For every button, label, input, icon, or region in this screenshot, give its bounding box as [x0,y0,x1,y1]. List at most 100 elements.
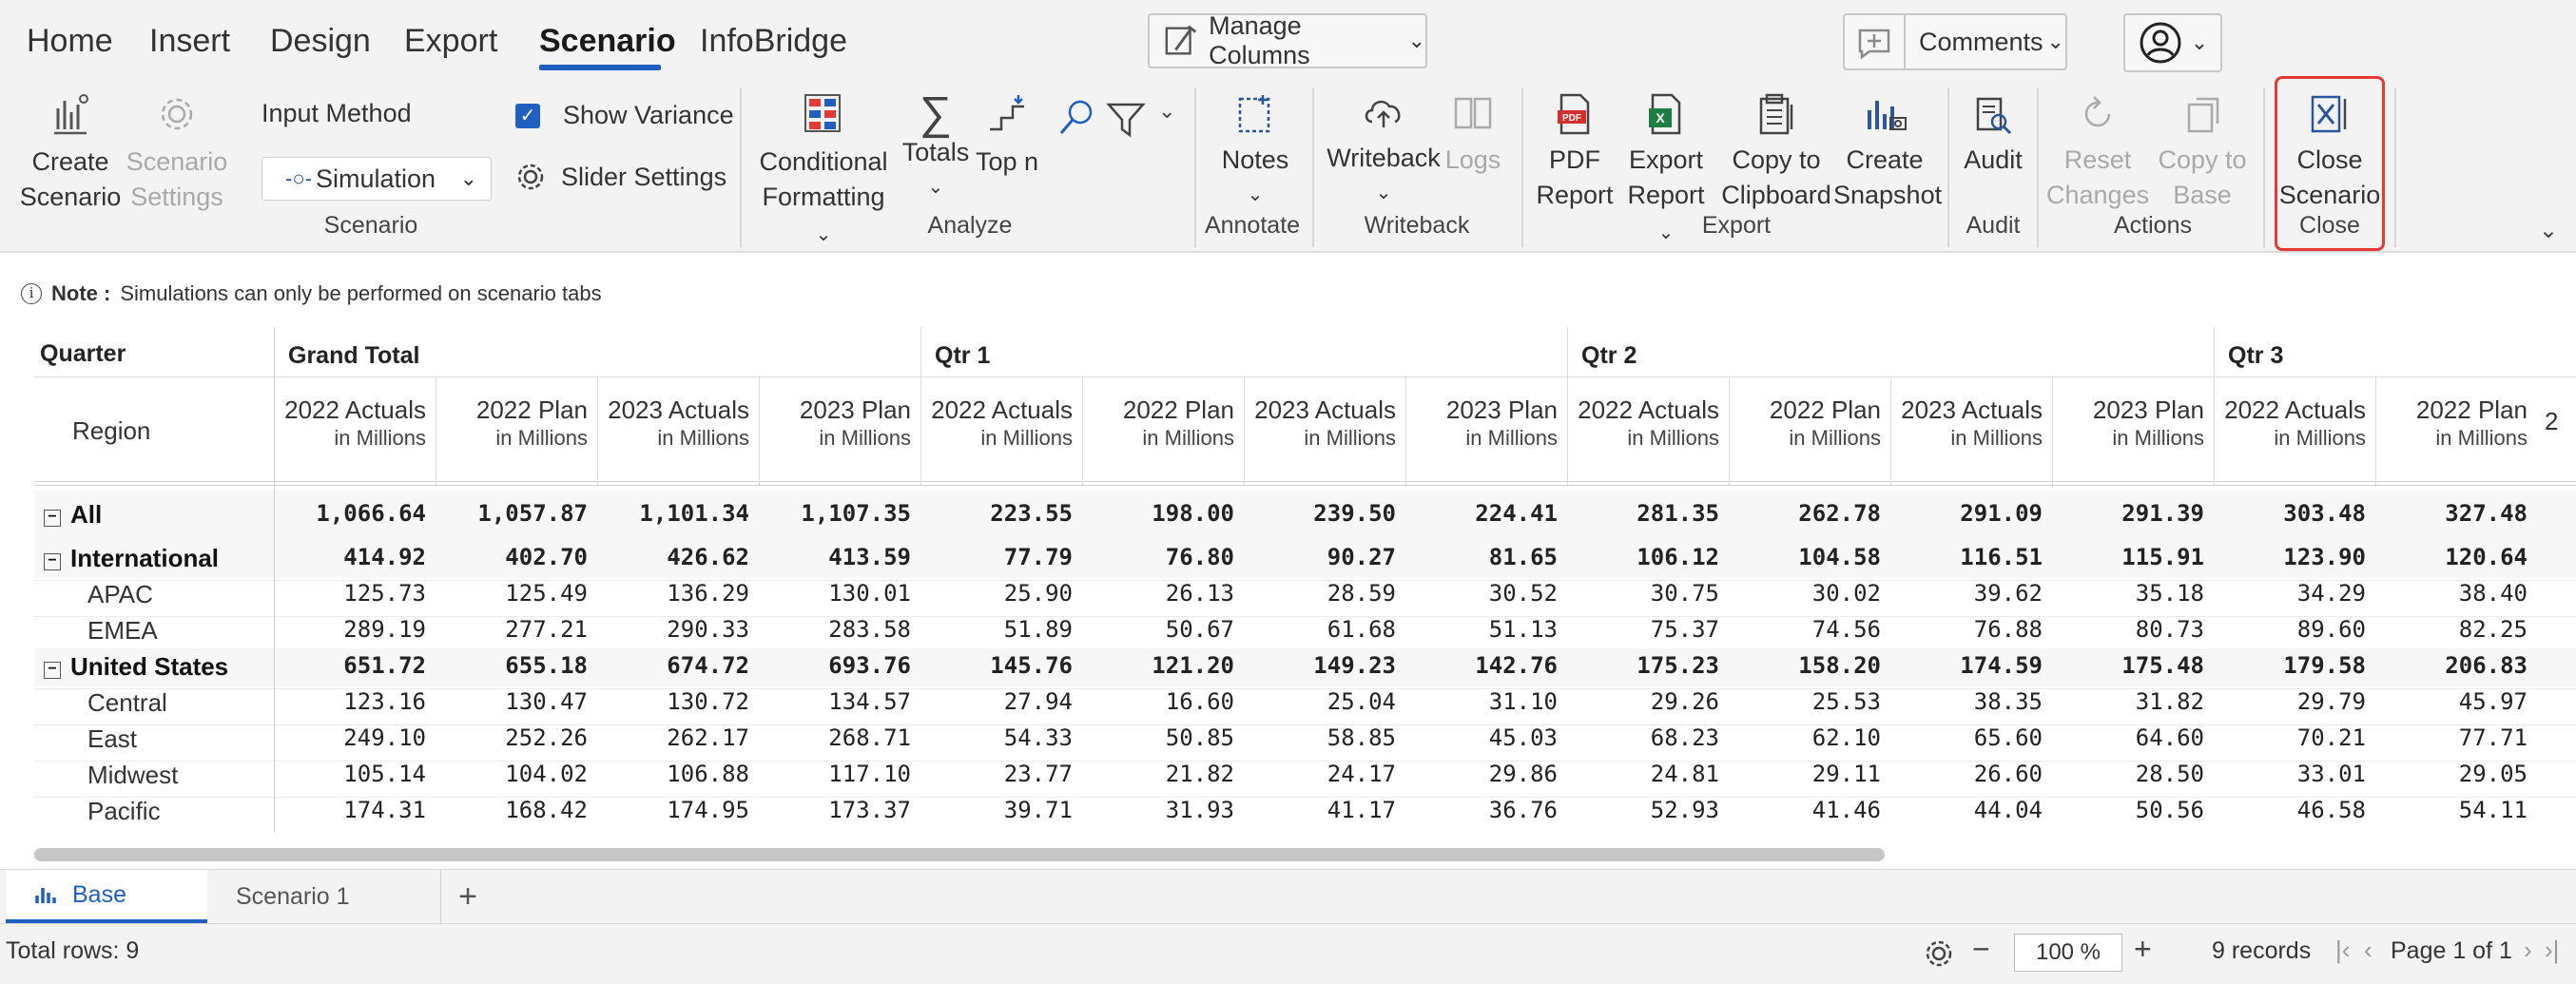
data-cell[interactable]: 175.48 [2121,652,2204,679]
gear-icon[interactable] [1923,937,1955,970]
audit-button[interactable]: Audit [1957,91,2029,178]
data-cell[interactable]: 61.68 [1327,616,1396,643]
menu-tab-export[interactable]: Export [404,23,498,59]
create-snapshot-button[interactable]: Create Snapshot [1833,91,1942,213]
column-header[interactable]: 2023 Actuals in Millions [597,396,749,453]
data-cell[interactable]: 50.85 [1165,724,1234,751]
data-cell[interactable]: 75.37 [1650,616,1719,643]
data-cell[interactable]: 106.12 [1637,544,1719,570]
column-header[interactable]: 2023 Actuals in Millions [1890,396,2043,453]
collapse-toggle-icon[interactable]: − [44,510,61,527]
data-cell[interactable]: 123.90 [2283,544,2366,570]
data-cell[interactable]: 31.93 [1165,797,1234,823]
data-cell[interactable]: 104.58 [1798,544,1881,570]
data-cell[interactable]: 30.02 [1811,580,1881,607]
menu-tab-insert[interactable]: Insert [149,23,231,59]
data-cell[interactable]: 173.37 [828,797,911,823]
data-cell[interactable]: 105.14 [343,761,426,787]
data-cell[interactable]: 58.85 [1327,724,1396,751]
row-label[interactable]: − All [44,500,102,530]
data-cell[interactable]: 41.46 [1811,797,1881,823]
menu-tab-home[interactable]: Home [27,23,113,59]
logs-button[interactable]: Logs [1442,91,1504,178]
data-cell[interactable]: 168.42 [505,797,588,823]
totals-button[interactable]: ∑ Totals ⌄ [900,91,972,205]
data-cell[interactable]: 35.18 [2135,580,2204,607]
data-cell[interactable]: 130.47 [505,688,588,715]
column-header[interactable]: 2022 Plan in Millions [436,396,588,453]
column-header[interactable]: 2022 Plan in Millions [1082,396,1234,453]
copy-to-clipboard-button[interactable]: Copy to Clipboard [1719,91,1833,213]
quarter-header-qtr3[interactable]: Qtr 3 [2228,342,2284,369]
data-cell[interactable]: 30.52 [1488,580,1558,607]
data-cell[interactable]: 104.02 [505,761,588,787]
add-sheet-plus-icon[interactable]: + [458,878,477,915]
zoom-level-input[interactable]: 100 % [2014,934,2122,972]
add-comment-button[interactable] [1845,15,1906,68]
data-cell[interactable]: 76.88 [1973,616,2043,643]
data-cell[interactable]: 39.71 [1003,797,1073,823]
data-cell[interactable]: 116.51 [1960,544,2043,570]
data-cell[interactable]: 52.93 [1650,797,1719,823]
data-cell[interactable]: 81.65 [1488,544,1558,570]
data-cell[interactable]: 142.76 [1475,652,1558,679]
collapse-ribbon-chevron-icon[interactable]: ⌄ [2539,218,2559,243]
data-cell[interactable]: 277.21 [505,616,588,643]
data-cell[interactable]: 29.11 [1811,761,1881,787]
data-cell[interactable]: 303.48 [2283,500,2366,527]
manage-columns-button[interactable]: Manage Columns ⌄ [1148,11,1427,69]
data-cell[interactable]: 70.21 [2296,724,2366,751]
data-cell[interactable]: 121.20 [1152,652,1234,679]
data-cell[interactable]: 281.35 [1637,500,1719,527]
data-cell[interactable]: 39.62 [1973,580,2043,607]
data-cell[interactable]: 26.13 [1165,580,1234,607]
data-cell[interactable]: 120.64 [2445,544,2528,570]
quarter-header-qtr2[interactable]: Qtr 2 [1581,342,1637,369]
data-cell[interactable]: 174.95 [667,797,749,823]
reset-changes-button[interactable]: Reset Changes [2046,91,2149,213]
column-header[interactable]: 2023 Plan in Millions [759,396,911,453]
data-cell[interactable]: 413.59 [828,544,911,570]
zoom-out-minus-icon[interactable]: − [1972,932,1990,966]
data-cell[interactable]: 51.13 [1488,616,1558,643]
data-cell[interactable]: 33.01 [2296,761,2366,787]
data-cell[interactable]: 149.23 [1313,652,1396,679]
export-report-button[interactable]: X Export Report ⌄ [1617,91,1715,251]
show-variance-checkbox[interactable]: ✓ Show Variance [515,101,734,130]
data-cell[interactable]: 283.58 [828,616,911,643]
data-cell[interactable]: 24.81 [1650,761,1719,787]
data-cell[interactable]: 27.94 [1003,688,1073,715]
data-cell[interactable]: 54.33 [1003,724,1073,751]
notes-button[interactable]: Notes ⌄ [1210,91,1301,213]
data-cell[interactable]: 26.60 [1973,761,2043,787]
input-method-select[interactable]: -○- Simulation ⌄ [261,157,492,201]
column-header[interactable]: 2022 Plan in Millions [1729,396,1881,453]
data-cell[interactable]: 29.86 [1488,761,1558,787]
data-cell[interactable]: 24.17 [1327,761,1396,787]
data-cell[interactable]: 655.18 [505,652,588,679]
data-cell[interactable]: 21.82 [1165,761,1234,787]
data-cell[interactable]: 80.73 [2135,616,2204,643]
data-cell[interactable]: 291.39 [2121,500,2204,527]
data-cell[interactable]: 76.80 [1165,544,1234,570]
data-cell[interactable]: 175.23 [1637,652,1719,679]
data-cell[interactable]: 64.60 [2135,724,2204,751]
data-cell[interactable]: 206.83 [2445,652,2528,679]
data-cell[interactable]: 1,066.64 [316,500,426,527]
data-cell[interactable]: 25.90 [1003,580,1073,607]
create-scenario-button[interactable]: Create Scenario [17,91,124,215]
data-cell[interactable]: 54.11 [2458,797,2528,823]
data-cell[interactable]: 62.10 [1811,724,1881,751]
data-cell[interactable]: 28.59 [1327,580,1396,607]
data-cell[interactable]: 1,101.34 [639,500,749,527]
data-cell[interactable]: 125.73 [343,580,426,607]
data-cell[interactable]: 1,107.35 [801,500,911,527]
data-cell[interactable]: 29.26 [1650,688,1719,715]
data-cell[interactable]: 77.79 [1003,544,1073,570]
data-cell[interactable]: 51.89 [1003,616,1073,643]
data-cell[interactable]: 224.41 [1475,500,1558,527]
last-page-icon[interactable]: ›| [2545,936,2560,964]
prev-page-icon[interactable]: ‹ [2364,936,2373,964]
data-cell[interactable]: 402.70 [505,544,588,570]
search-icon[interactable] [1056,95,1097,141]
